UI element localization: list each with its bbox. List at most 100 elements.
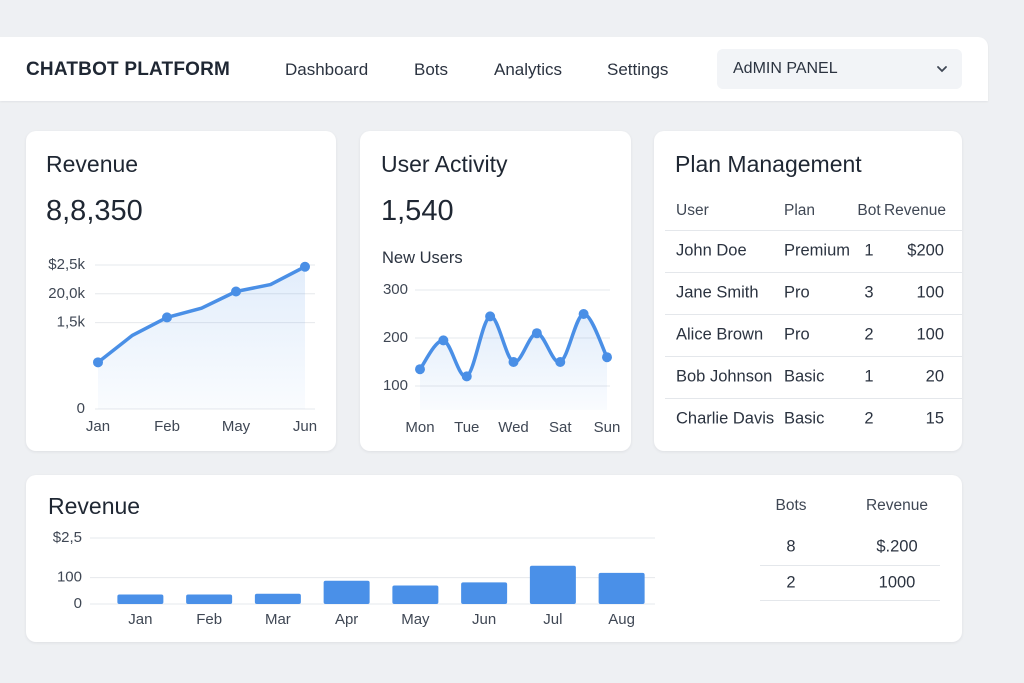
- table-cell: 20: [925, 367, 944, 386]
- x-tick-label: Mon: [405, 419, 434, 436]
- point-marker: [508, 357, 519, 367]
- bar: [323, 580, 370, 604]
- row-divider: [665, 356, 962, 357]
- row-divider: [665, 230, 962, 231]
- x-tick-label: Feb: [154, 418, 180, 435]
- table-cell: Basic: [784, 367, 825, 386]
- point-marker: [231, 286, 241, 297]
- row-divider: [665, 272, 962, 273]
- table-cell: 8: [786, 537, 796, 556]
- column-header: Bots: [775, 497, 807, 514]
- point-marker: [461, 371, 472, 382]
- top-bar: CHATBOT PLATFORM Dashboard Bots Analytic…: [0, 37, 988, 101]
- chevron-icon: [937, 66, 947, 73]
- activity-card: 100 200 300 Mon Tue Wed Sat Sun User Activity 1…: [360, 131, 631, 451]
- table-cell: 100: [916, 283, 944, 302]
- dropdown-label: AdMIN PANEL: [733, 60, 838, 77]
- y-tick-label: 1,5k: [57, 314, 86, 331]
- card-total: 1,540: [381, 195, 454, 227]
- x-tick-label: Tue: [454, 419, 479, 436]
- y-tick-label: 0: [77, 400, 85, 417]
- x-tick-label: Jun: [293, 418, 317, 435]
- card-title: Plan Management: [675, 151, 862, 177]
- y-tick-label: $2,5: [53, 529, 82, 546]
- table-cell: 2: [786, 573, 796, 592]
- y-tick-label: 200: [383, 329, 408, 346]
- nav-link[interactable]: Dashboard: [285, 60, 369, 79]
- row-divider: [760, 600, 940, 601]
- card-title: User Activity: [381, 151, 508, 177]
- column-header: Plan: [784, 202, 816, 219]
- point-marker: [485, 311, 496, 322]
- point-marker: [531, 328, 542, 339]
- table-cell: Bob Johnson: [676, 367, 773, 386]
- x-tick-label: Feb: [196, 611, 222, 628]
- table-cell: Basic: [784, 409, 825, 428]
- bar: [529, 565, 576, 604]
- table-cell: 2: [864, 325, 874, 344]
- row-divider: [665, 398, 962, 399]
- y-tick-label: 300: [383, 281, 408, 298]
- x-tick-label: Jun: [472, 611, 496, 628]
- y-tick-label: 0: [74, 595, 82, 612]
- table-cell: 3: [864, 283, 874, 302]
- nav-link[interactable]: Settings: [607, 60, 669, 79]
- point-marker: [415, 364, 425, 375]
- x-tick-label: Apr: [335, 611, 358, 628]
- table-cell: Alice Brown: [676, 325, 764, 344]
- point-marker: [93, 357, 103, 368]
- table-cell: John Doe: [676, 241, 747, 260]
- x-tick-label: Mar: [265, 611, 291, 628]
- table-cell: 1: [864, 241, 874, 260]
- table-cell: Premium: [784, 241, 851, 260]
- table-cell: 100: [916, 325, 944, 344]
- revenue-card: 0 1,5k 20,0k $2,5k Jan Feb May Jun Revenue 8,8,…: [26, 131, 336, 451]
- point-marker: [438, 335, 449, 346]
- table-cell: Pro: [784, 283, 810, 302]
- account-dropdown[interactable]: AdMIN PANEL: [717, 49, 962, 89]
- x-tick-label: Sun: [594, 419, 621, 436]
- x-tick-label: May: [222, 418, 251, 435]
- x-tick-label: Sat: [549, 419, 572, 436]
- x-tick-label: May: [401, 611, 430, 628]
- y-tick-label: 20,0k: [48, 285, 85, 302]
- x-tick-label: Jan: [128, 611, 152, 628]
- nav-link[interactable]: Analytics: [494, 60, 563, 79]
- table-cell: 15: [925, 409, 944, 428]
- line-chart: 100 200 300 Mon Tue Wed Sat Sun: [383, 281, 621, 436]
- table-cell: 2: [864, 409, 874, 428]
- table-cell: $.200: [876, 537, 918, 556]
- x-tick-label: Jul: [543, 611, 562, 628]
- nav-link[interactable]: Bots: [414, 60, 449, 79]
- table-cell: $200: [907, 241, 944, 260]
- point-marker: [162, 312, 172, 323]
- chart-subtitle: New Users: [382, 249, 463, 267]
- card-title: Revenue: [46, 151, 139, 177]
- bar: [254, 593, 301, 604]
- line-chart: 0 1,5k 20,0k $2,5k Jan Feb May Jun: [48, 256, 317, 435]
- table-cell: Charlie Davis: [676, 409, 775, 428]
- column-header: Bot: [857, 202, 881, 219]
- point-marker: [602, 352, 612, 363]
- point-marker: [300, 261, 310, 272]
- card-title: Revenue: [48, 493, 141, 519]
- column-header: Revenue: [883, 202, 946, 219]
- line-area: [420, 313, 607, 410]
- y-tick-label: 100: [383, 377, 408, 394]
- point-marker: [555, 357, 566, 367]
- x-tick-label: Wed: [498, 419, 529, 436]
- row-divider: [760, 565, 940, 566]
- line-area: [98, 266, 305, 409]
- table-cell: Pro: [784, 325, 810, 344]
- revenue-bar-card: 0 100 $2,5 Jan Feb Mar Apr May Jun Jul Aug Revenue…: [26, 475, 962, 642]
- column-header: User: [676, 202, 709, 219]
- y-tick-label: $2,5k: [48, 256, 85, 273]
- table-cell: 1: [864, 367, 874, 386]
- y-tick-label: 100: [57, 569, 82, 586]
- table-cell: Jane Smith: [676, 283, 759, 302]
- bar-chart: 0 100 $2,5 Jan Feb Mar Apr May Jun Jul Aug: [53, 529, 655, 628]
- column-header: Revenue: [865, 497, 929, 514]
- x-tick-label: Aug: [608, 611, 635, 628]
- bar: [186, 594, 233, 604]
